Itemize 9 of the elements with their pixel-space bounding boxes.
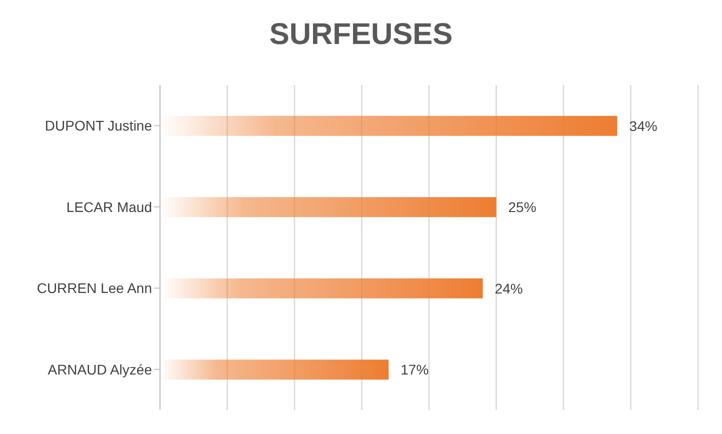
data-label: 34% xyxy=(629,118,658,134)
chart-title: SURFEUSES xyxy=(268,18,454,52)
y-tick-label: LECAR Maud xyxy=(66,198,152,215)
data-label: 17% xyxy=(400,362,429,378)
data-label: 25% xyxy=(508,199,536,216)
data-label: 24% xyxy=(494,280,523,296)
y-tick-label: CURREN Lee Ann xyxy=(36,280,152,296)
y-tick-label: ARNAUD Alyzée xyxy=(48,361,152,378)
y-tick-label: DUPONT Justine xyxy=(44,118,152,134)
